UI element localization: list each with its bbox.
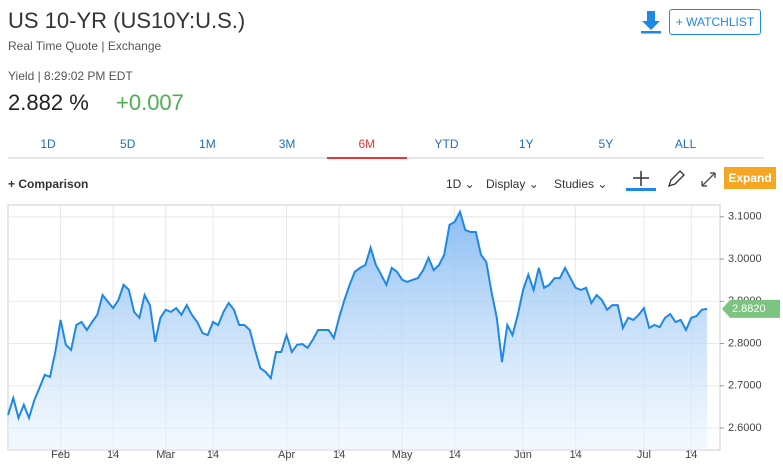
x-tick-label: Jun [514,449,532,461]
x-tick-label: Apr [278,449,295,461]
quote-label: Yield | 8:29:02 PM EDT [8,69,133,83]
x-tick-label: 14 [685,449,697,461]
x-tick-label: Mar [156,449,175,461]
subtitle: Real Time Quote | Exchange [8,39,162,53]
y-tick-label: 3.1000 [728,211,762,223]
x-tick-label: 14 [569,449,581,461]
y-tick-label: 3.0000 [728,253,762,265]
download-icon[interactable] [640,10,662,34]
draw-icon[interactable] [667,170,685,188]
range-tab[interactable]: ALL [674,137,697,151]
comparison[interactable]: + Comparison [8,177,89,191]
range-tab[interactable]: 1Y [518,137,534,151]
last-tag-label: 2.8820 [732,303,766,315]
range-tab[interactable]: 1M [199,137,216,151]
price: 2.882 [8,90,64,115]
y-tick-label: 2.8000 [728,337,762,349]
x-tick-label: Jul [637,449,651,461]
x-tick-label: May [392,449,413,461]
line [7,209,708,422]
range-tab[interactable]: 3M [278,137,296,151]
crosshair-icon[interactable] [633,171,649,186]
watchlist-button[interactable]: + WATCHLIST [669,9,761,35]
range-tabs: 1D 5D 1M 3M 6M YTD 1Y 5Y ALL [8,134,764,159]
interval-text: 1D [446,177,462,191]
x-tick-label: 14 [107,449,119,461]
display[interactable]: Display ⌄ [486,177,539,191]
studies[interactable]: Studies ⌄ [554,177,608,191]
tool-icons [626,170,716,191]
interval[interactable]: 1D ⌄ [446,177,475,191]
unit: % [69,90,89,115]
title: US 10-YR (US10Y:U.S.) [8,8,246,33]
range-tab[interactable]: 6M [326,134,407,159]
range-tab[interactable]: 5Y [598,137,614,151]
x-tick-label: 14 [449,449,461,461]
quote-change: +0.007 [116,90,184,115]
range-tab[interactable]: 5D [120,137,136,151]
active-underline [626,188,656,191]
x-tick-label: 14 [333,449,345,461]
y-tick-label: 2.7000 [728,380,762,392]
expand-icon[interactable] [701,172,716,187]
range-tab[interactable]: 1D [40,137,56,151]
last-tag [722,299,780,318]
y-tick-label: 2.6000 [728,422,762,434]
area-fill [8,211,707,450]
studies-text: Studies [554,177,595,191]
x-tick-label: 14 [207,449,219,461]
expand-badge[interactable]: Expand [724,167,776,189]
x-tick-label: Feb [51,449,70,461]
display-text: Display [486,177,526,191]
range-tab[interactable]: YTD [434,137,459,151]
quote-price: 2.882 % [8,90,89,116]
